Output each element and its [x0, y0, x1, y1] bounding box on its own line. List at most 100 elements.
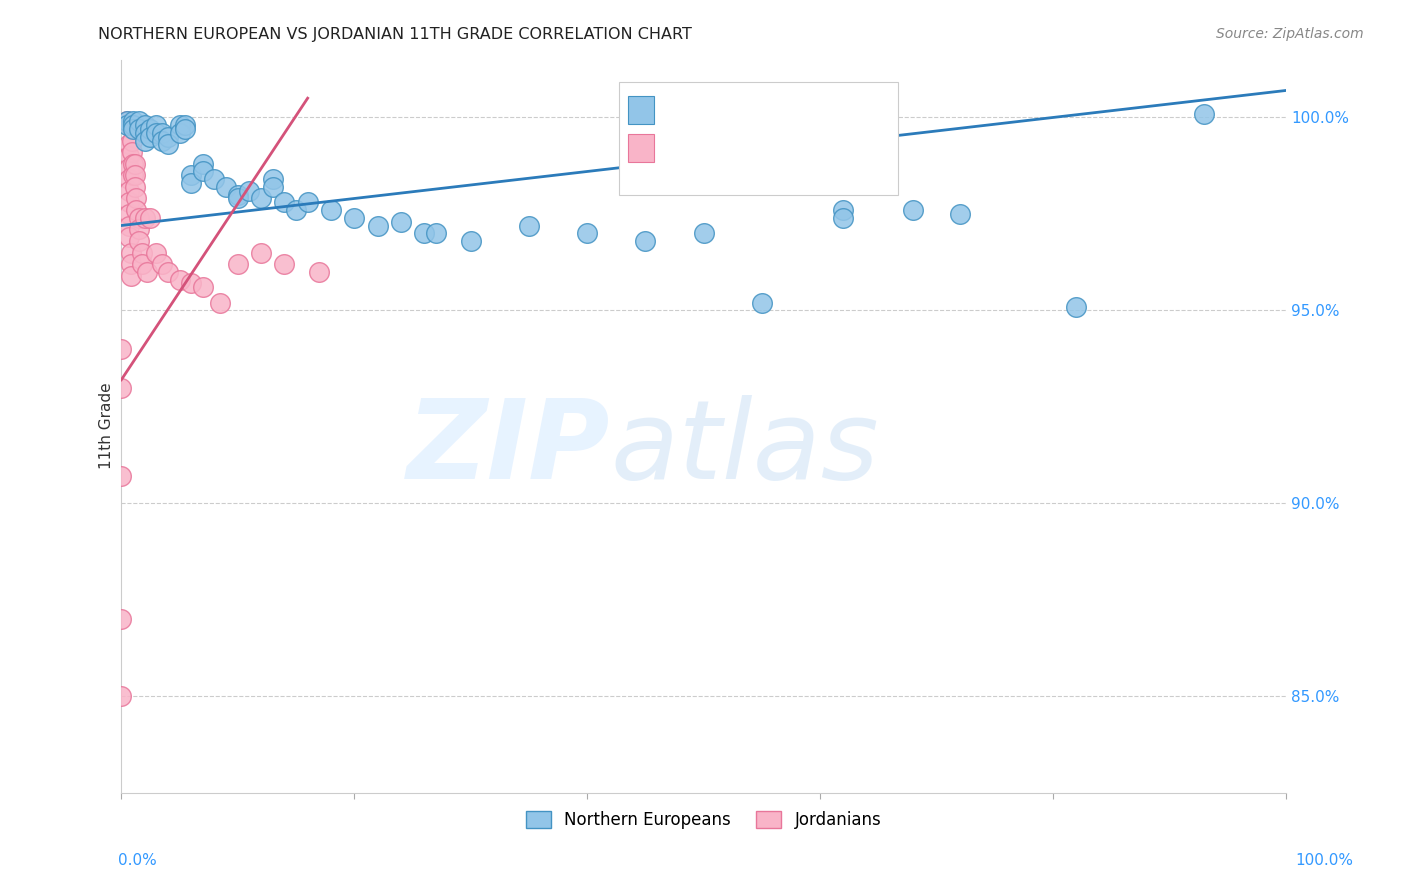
Point: [389, 214, 412, 228]
Point: [751, 295, 773, 310]
Point: [150, 257, 173, 271]
Point: [226, 187, 249, 202]
Point: [262, 180, 284, 194]
Point: [118, 195, 141, 210]
Point: [122, 114, 145, 128]
Point: [110, 689, 132, 703]
Bar: [628, 96, 654, 124]
Point: [118, 161, 141, 175]
Point: [169, 272, 191, 286]
Point: [134, 126, 156, 140]
Point: [134, 211, 156, 225]
Point: [124, 157, 146, 171]
Point: [174, 122, 197, 136]
Point: [118, 172, 141, 186]
Point: [118, 137, 141, 152]
Point: [121, 145, 143, 160]
Text: NORTHERN EUROPEAN VS JORDANIAN 11TH GRADE CORRELATION CHART: NORTHERN EUROPEAN VS JORDANIAN 11TH GRAD…: [98, 27, 692, 42]
Point: [180, 176, 202, 190]
Point: [156, 129, 179, 144]
Point: [135, 265, 157, 279]
Point: [122, 169, 145, 183]
Point: [273, 195, 295, 210]
Point: [367, 219, 389, 233]
Point: [191, 157, 214, 171]
Text: R = 0.322   N = 53: R = 0.322 N = 53: [662, 101, 820, 120]
Point: [319, 203, 342, 218]
Point: [110, 380, 132, 394]
Point: [128, 211, 150, 225]
Point: [122, 157, 145, 171]
Point: [634, 234, 657, 248]
Text: atlas: atlas: [610, 394, 879, 501]
Point: [124, 169, 146, 183]
Legend: Northern Europeans, Jordanians: Northern Europeans, Jordanians: [519, 804, 887, 836]
Point: [118, 219, 141, 233]
Point: [273, 257, 295, 271]
Point: [128, 114, 150, 128]
Bar: [619, 81, 898, 195]
Point: [174, 118, 197, 132]
Text: 100.0%: 100.0%: [1295, 854, 1354, 868]
Point: [156, 265, 179, 279]
Point: [226, 257, 249, 271]
Point: [139, 211, 162, 225]
Point: [110, 342, 132, 356]
Point: [180, 277, 202, 291]
Point: [238, 184, 260, 198]
Point: [285, 203, 308, 218]
Point: [139, 122, 162, 136]
Point: [150, 134, 173, 148]
Point: [215, 180, 238, 194]
Point: [139, 129, 162, 144]
Point: [191, 164, 214, 178]
Point: [169, 126, 191, 140]
Point: [121, 122, 143, 136]
Point: [692, 226, 714, 240]
Point: [128, 122, 150, 136]
Point: [343, 211, 366, 225]
Point: [128, 234, 150, 248]
Point: [118, 184, 141, 198]
Point: [124, 180, 146, 194]
Point: [226, 192, 249, 206]
Point: [145, 126, 167, 140]
Point: [115, 114, 138, 128]
Text: R = 0.449   N = 47: R = 0.449 N = 47: [662, 139, 820, 157]
Point: [150, 126, 173, 140]
Bar: [628, 135, 654, 162]
Point: [1194, 106, 1216, 120]
Point: [832, 203, 855, 218]
Point: [832, 211, 855, 225]
Text: ZIP: ZIP: [406, 394, 610, 501]
Point: [115, 114, 138, 128]
Point: [949, 207, 972, 221]
Point: [308, 265, 330, 279]
Point: [413, 226, 436, 240]
Point: [209, 295, 232, 310]
Point: [110, 612, 132, 626]
Text: Source: ZipAtlas.com: Source: ZipAtlas.com: [1216, 27, 1364, 41]
Point: [145, 245, 167, 260]
Point: [118, 207, 141, 221]
Point: [460, 234, 482, 248]
Point: [1066, 300, 1088, 314]
Point: [169, 118, 191, 132]
Text: 0.0%: 0.0%: [118, 854, 157, 868]
Point: [250, 245, 273, 260]
Point: [125, 203, 148, 218]
Point: [131, 257, 153, 271]
Point: [122, 118, 145, 132]
Point: [517, 219, 540, 233]
Point: [145, 118, 167, 132]
Point: [120, 257, 142, 271]
Point: [125, 192, 148, 206]
Point: [110, 469, 132, 483]
Point: [191, 280, 214, 294]
Point: [425, 226, 447, 240]
Y-axis label: 11th Grade: 11th Grade: [100, 383, 114, 469]
Point: [204, 172, 226, 186]
Point: [118, 149, 141, 163]
Point: [115, 118, 138, 132]
Point: [262, 172, 284, 186]
